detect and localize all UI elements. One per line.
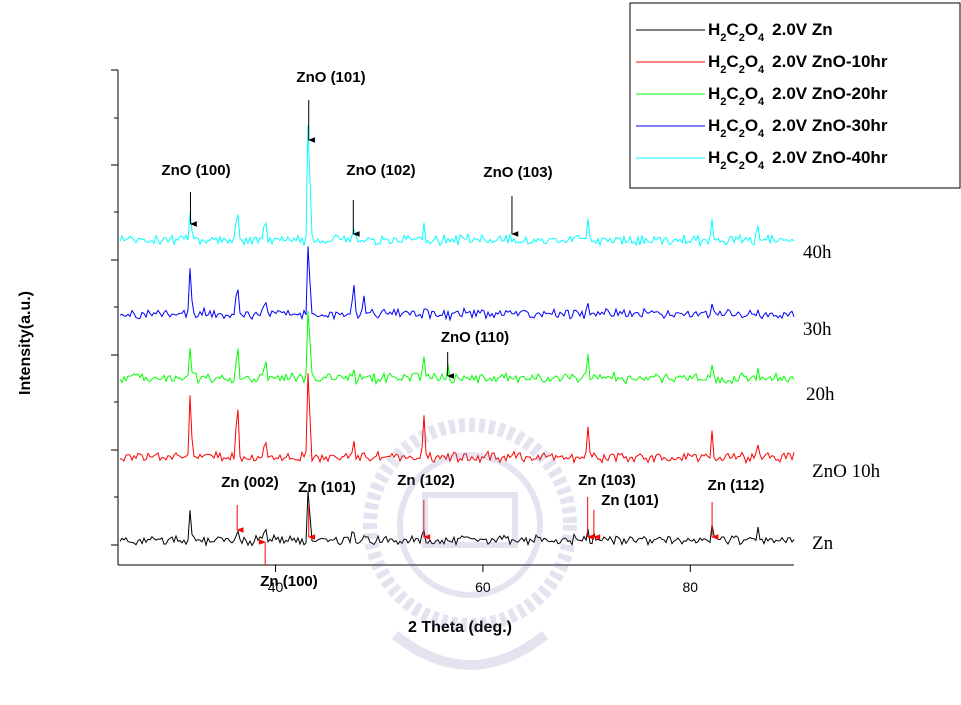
trace-label-4: 40h [803, 242, 832, 263]
zn-annotation-6: Zn (100) [260, 573, 318, 590]
series-line-4 [119, 125, 795, 248]
trace-label-2: 20h [806, 384, 835, 405]
legend-label-0: H2C2O4 2.0V Zn [708, 20, 833, 44]
axes: 40 60 80 [111, 69, 794, 595]
trace-label-3: 30h [803, 319, 832, 340]
zno-annotation-3: ZnO (103) [483, 164, 552, 181]
zno-annotation-4: ZnO (110) [441, 329, 509, 346]
annotation-layer: ZnO (100) ZnO (101) ZnO (102) ZnO (103) ZnO … [161, 69, 764, 590]
series-line-2 [119, 310, 795, 386]
trace-label-0: Zn [812, 533, 834, 554]
legend: H2C2O4 2.0V Zn H2C2O4 2.0V ZnO-10hr H2C2O4 2.… [629, 2, 961, 189]
series-layer [119, 125, 795, 547]
zno-annotation-1: ZnO (101) [296, 69, 365, 86]
x-tick-label-60: 60 [475, 579, 491, 595]
legend-label-4: H2C2O4 2.0V ZnO-40hr [708, 148, 888, 172]
x-axis-title: 2 Theta (deg.) [408, 619, 512, 636]
legend-box [629, 2, 961, 189]
trace-labels: Zn ZnO 10h 20h 30h 40h [803, 242, 881, 554]
zno-annotation-2: ZnO (102) [346, 162, 415, 179]
seal-watermark [363, 418, 577, 670]
y-axis-title: Intensity(a.u.) [17, 291, 34, 395]
legend-label-1: H2C2O4 2.0V ZnO-10hr [708, 52, 888, 76]
zn-annotation-1: Zn (101) [298, 479, 356, 496]
legend-items: H2C2O4 2.0V Zn H2C2O4 2.0V ZnO-10hr H2C2O4 2.… [636, 20, 888, 172]
zn-annotation-4: Zn (101) [601, 492, 659, 509]
series-line-1 [119, 373, 795, 465]
series-line-3 [119, 246, 795, 322]
x-tick-label-40: 40 [268, 579, 284, 595]
legend-label-2: H2C2O4 2.0V ZnO-20hr [708, 84, 888, 108]
trace-label-1: ZnO 10h [812, 461, 881, 482]
x-tick-label-80: 80 [683, 579, 699, 595]
series-line-0 [119, 490, 795, 547]
x-ticks: 40 60 80 [268, 565, 699, 595]
zn-annotation-3: Zn (103) [578, 472, 636, 489]
zn-annotation-0: Zn (002) [221, 474, 279, 491]
y-ticks [111, 69, 118, 546]
zno-annotation-0: ZnO (100) [161, 162, 230, 179]
legend-label-3: H2C2O4 2.0V ZnO-30hr [708, 116, 888, 140]
zn-annotation-2: Zn (102) [397, 472, 455, 489]
zn-annotation-5: Zn (112) [708, 477, 765, 494]
